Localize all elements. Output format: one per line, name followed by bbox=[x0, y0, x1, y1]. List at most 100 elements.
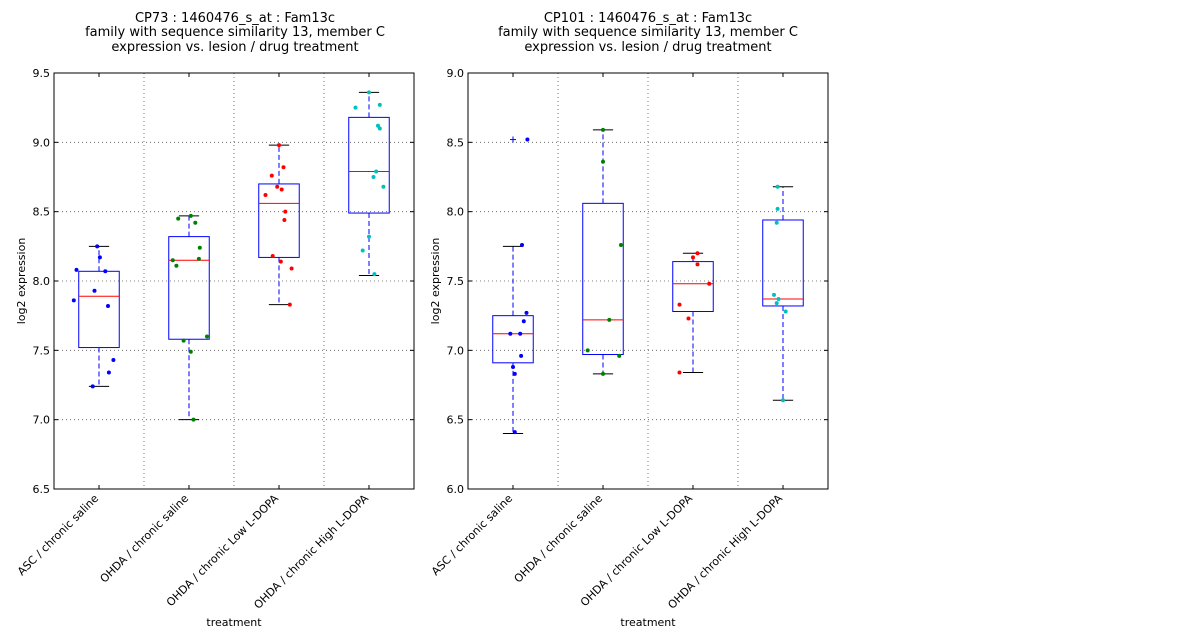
data-point bbox=[181, 338, 186, 343]
flier bbox=[510, 136, 516, 143]
data-point bbox=[512, 430, 517, 435]
data-point bbox=[97, 255, 102, 260]
chart-2: 6.0 6.5 7.0 7.5 8.0 8.5 9.0 ASC / chronic salin… bbox=[429, 67, 829, 629]
data-point bbox=[772, 292, 776, 297]
data-point bbox=[781, 398, 785, 403]
box-1 bbox=[78, 245, 120, 387]
box-2 bbox=[582, 129, 624, 375]
data-point bbox=[525, 137, 530, 142]
data-point bbox=[508, 331, 513, 336]
data-point bbox=[381, 184, 386, 189]
box-rect bbox=[762, 219, 804, 307]
data-point bbox=[512, 371, 517, 376]
chart-1: 6.5 7.0 7.5 8.0 8.5 9.0 9.5 ASC / chronic salin… bbox=[15, 67, 415, 629]
data-point bbox=[775, 184, 780, 189]
data-point bbox=[111, 358, 116, 363]
data-point bbox=[287, 302, 292, 307]
data-point bbox=[691, 255, 695, 260]
data-point bbox=[282, 217, 287, 222]
data-point bbox=[176, 216, 181, 221]
chart2-title-line2: family with sequence similarity 13, memb… bbox=[498, 25, 798, 40]
data-point bbox=[377, 126, 382, 131]
data-point bbox=[277, 143, 281, 148]
data-point bbox=[601, 127, 605, 132]
x-tick-label: OHDA / chronic saline bbox=[512, 492, 606, 586]
data-point bbox=[353, 105, 358, 110]
chart1-title-line1: CP73 : 1460476_s_at : Fam13c bbox=[134, 11, 336, 26]
data-point bbox=[585, 348, 590, 353]
box-3 bbox=[672, 252, 714, 374]
data-point bbox=[196, 256, 201, 261]
x-axis-label: treatment bbox=[620, 616, 676, 629]
box-rect bbox=[258, 183, 300, 258]
y-axis-label: log2 expression bbox=[429, 238, 442, 325]
data-point bbox=[289, 266, 294, 271]
data-point bbox=[677, 370, 682, 375]
data-point bbox=[263, 193, 268, 198]
chart2-title-line1: CP101 : 1460476_s_at : Fam13c bbox=[543, 11, 753, 26]
y-tick-label: 7.0 bbox=[33, 414, 51, 427]
data-point bbox=[170, 258, 175, 263]
box-rect bbox=[348, 116, 390, 214]
y-tick-label: 6.5 bbox=[447, 414, 465, 427]
data-point bbox=[686, 316, 691, 321]
data-point bbox=[521, 319, 526, 324]
box-1 bbox=[492, 136, 534, 435]
y-tick-label: 9.0 bbox=[447, 67, 465, 80]
data-point bbox=[372, 272, 377, 277]
data-point bbox=[774, 220, 779, 225]
box-rect bbox=[168, 236, 210, 340]
data-point bbox=[193, 220, 198, 225]
box-4 bbox=[762, 186, 804, 401]
data-point bbox=[270, 254, 275, 259]
chart1-title-line2: family with sequence similarity 13, memb… bbox=[85, 25, 385, 40]
data-point bbox=[92, 288, 97, 293]
box-2 bbox=[168, 215, 210, 421]
data-point bbox=[775, 206, 780, 211]
y-tick-label: 9.5 bbox=[33, 67, 51, 80]
data-point bbox=[511, 364, 515, 369]
data-point bbox=[275, 184, 280, 189]
y-tick-label: 6.5 bbox=[33, 483, 51, 496]
y-axis-label: log2 expression bbox=[15, 238, 28, 325]
data-point bbox=[269, 173, 274, 178]
data-point bbox=[283, 209, 288, 214]
box-4 bbox=[348, 91, 390, 276]
data-point bbox=[617, 353, 622, 358]
y-tick-label: 8.0 bbox=[33, 275, 51, 288]
data-point bbox=[377, 102, 382, 107]
data-point bbox=[371, 175, 376, 179]
data-point bbox=[71, 298, 76, 303]
data-point bbox=[367, 234, 371, 239]
data-point bbox=[106, 303, 110, 308]
data-point bbox=[278, 259, 283, 264]
x-tick-label: ASC / chronic saline bbox=[429, 492, 515, 578]
data-point bbox=[695, 251, 700, 256]
data-point bbox=[607, 317, 612, 322]
data-point bbox=[281, 165, 286, 170]
y-tick-label: 8.5 bbox=[33, 206, 51, 219]
y-tick-label: 6.0 bbox=[447, 483, 465, 496]
data-point bbox=[103, 269, 108, 274]
data-point bbox=[601, 159, 605, 164]
y-tick-label: 7.5 bbox=[33, 344, 51, 357]
data-point bbox=[191, 417, 196, 422]
box-rect bbox=[78, 270, 120, 349]
box-rect bbox=[672, 261, 714, 313]
data-point bbox=[188, 213, 193, 218]
x-tick-label: ASC / chronic saline bbox=[15, 492, 101, 578]
box-rect bbox=[492, 315, 534, 364]
y-tick-label: 7.5 bbox=[447, 275, 465, 288]
data-point bbox=[95, 244, 100, 249]
data-point bbox=[619, 242, 623, 247]
data-point bbox=[520, 242, 524, 247]
data-point bbox=[279, 187, 284, 192]
chart2-title-line3: expression vs. lesion / drug treatment bbox=[524, 40, 772, 55]
box-rect bbox=[582, 202, 624, 355]
data-point bbox=[188, 349, 193, 354]
x-tick-label: OHDA / chronic saline bbox=[98, 492, 192, 586]
data-point bbox=[74, 267, 79, 272]
y-tick-label: 8.5 bbox=[447, 136, 465, 149]
